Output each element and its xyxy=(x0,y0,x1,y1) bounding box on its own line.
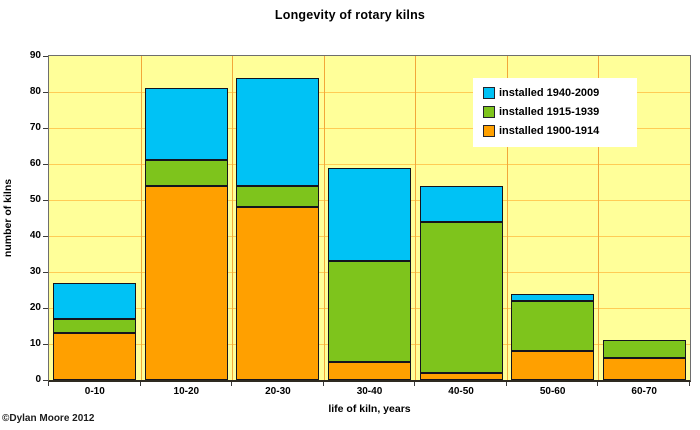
y-tick-label: 10 xyxy=(29,338,41,349)
v-gridline xyxy=(140,56,142,380)
v-gridline xyxy=(415,56,417,380)
legend-swatch-icon xyxy=(483,87,495,99)
bar-segment-installed-1915-1939 xyxy=(419,221,503,373)
legend-label: installed 1900-1914 xyxy=(499,125,600,137)
y-tick-mark xyxy=(43,128,48,129)
x-tick-label: 10-20 xyxy=(173,386,200,397)
x-tick-label: 50-60 xyxy=(539,386,566,397)
x-tick-mark xyxy=(506,382,507,386)
bar-segment-installed-1900-1914 xyxy=(511,351,595,380)
bar-segment-installed-1915-1939 xyxy=(511,300,595,352)
bar-segment-installed-1900-1914 xyxy=(144,185,228,380)
x-tick-label: 0-10 xyxy=(84,386,105,397)
x-tick-mark xyxy=(414,382,415,386)
x-tick-label: 60-70 xyxy=(631,386,657,397)
y-tick-mark xyxy=(43,272,48,273)
legend-item: installed 1915-1939 xyxy=(483,106,633,118)
legend-label: installed 1915-1939 xyxy=(499,106,600,118)
y-tick-label: 70 xyxy=(29,122,41,133)
legend-label: installed 1940-2009 xyxy=(499,87,600,99)
h-gridline xyxy=(49,128,690,129)
bar-segment-installed-1940-2009 xyxy=(328,167,411,262)
v-gridline xyxy=(232,56,234,380)
bar-segment-installed-1900-1914 xyxy=(419,372,503,380)
chart-title: Longevity of rotary kilns xyxy=(274,8,426,22)
legend-item: installed 1940-2009 xyxy=(483,87,633,99)
y-tick-mark xyxy=(43,164,48,165)
x-tick-label: 30-40 xyxy=(356,386,383,397)
x-tick-mark xyxy=(48,382,49,386)
y-tick-mark xyxy=(43,56,48,57)
y-tick-label: 40 xyxy=(29,230,41,241)
h-gridline xyxy=(49,164,690,165)
bar-segment-installed-1900-1914 xyxy=(328,362,411,380)
y-tick-mark xyxy=(43,92,48,93)
copyright-text: ©Dylan Moore 2012 xyxy=(2,413,95,424)
y-tick-label: 50 xyxy=(29,194,41,205)
y-tick-label: 60 xyxy=(29,158,41,169)
bar-segment-installed-1940-2009 xyxy=(511,293,595,301)
plot-area: installed 1940-2009 installed 1915-1939 in… xyxy=(48,55,691,382)
bar-segment-installed-1940-2009 xyxy=(53,282,137,319)
y-tick-mark xyxy=(43,380,48,381)
x-tick-mark xyxy=(597,382,598,386)
bar-segment-installed-1915-1939 xyxy=(236,185,320,208)
x-tick-label: 20-30 xyxy=(265,386,291,397)
bar-segment-installed-1940-2009 xyxy=(419,185,503,222)
bar-segment-installed-1900-1914 xyxy=(602,358,686,380)
y-tick-label: 30 xyxy=(29,266,41,277)
x-tick-mark xyxy=(323,382,324,386)
y-axis-title: number of kilns xyxy=(2,178,14,258)
y-tick-mark xyxy=(43,236,48,237)
bar-segment-installed-1915-1939 xyxy=(144,160,228,186)
y-tick-label: 20 xyxy=(29,302,41,313)
x-tick-mark xyxy=(231,382,232,386)
y-tick-mark xyxy=(43,200,48,201)
legend-item: installed 1900-1914 xyxy=(483,125,633,137)
legend: installed 1940-2009 installed 1915-1939 in… xyxy=(473,78,637,147)
y-tick-label: 90 xyxy=(29,50,41,61)
y-tick-mark xyxy=(43,344,48,345)
bar-segment-installed-1940-2009 xyxy=(144,88,228,161)
x-tick-label: 40-50 xyxy=(448,386,474,397)
v-gridline xyxy=(506,56,508,380)
h-gridline xyxy=(49,92,690,93)
x-axis-title: life of kiln, years xyxy=(328,403,411,415)
v-gridline xyxy=(598,56,600,380)
y-tick-label: 0 xyxy=(35,374,41,385)
bar-segment-installed-1900-1914 xyxy=(53,333,137,380)
bar-segment-installed-1915-1939 xyxy=(53,318,137,334)
x-tick-mark xyxy=(140,382,141,386)
legend-swatch-icon xyxy=(483,106,495,118)
y-tick-mark xyxy=(43,308,48,309)
bar-segment-installed-1900-1914 xyxy=(236,207,320,380)
v-gridline xyxy=(323,56,325,380)
y-tick-label: 80 xyxy=(29,86,41,97)
bar-segment-installed-1940-2009 xyxy=(236,77,320,186)
legend-swatch-icon xyxy=(483,125,495,137)
x-tick-mark xyxy=(689,382,690,386)
bar-segment-installed-1915-1939 xyxy=(602,340,686,359)
bar-segment-installed-1915-1939 xyxy=(328,261,411,362)
